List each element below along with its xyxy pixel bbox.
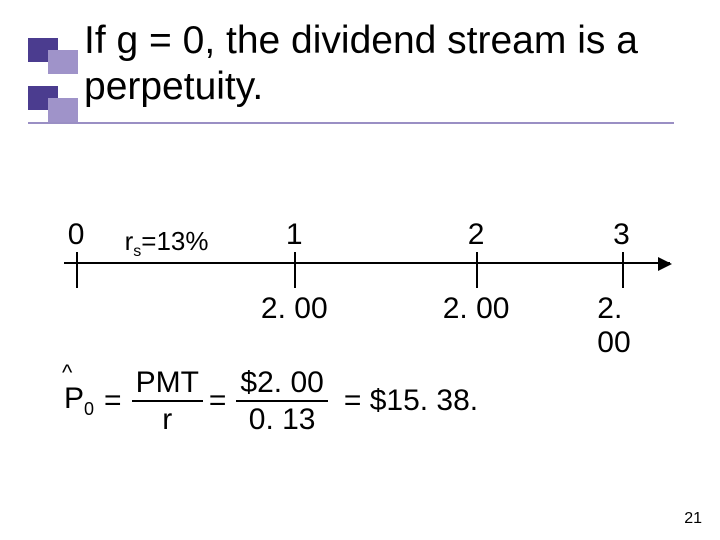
slide: If g = 0, the dividend stream is a perpe… — [0, 0, 720, 540]
timeline-tick — [622, 252, 624, 288]
fraction-numeric: $2. 00 0. 13 — [236, 367, 327, 436]
frac1-denominator: r — [158, 402, 176, 436]
timeline-tick-label: 2 — [468, 218, 485, 252]
page-number: 21 — [684, 510, 702, 528]
p-letter: P — [64, 382, 84, 415]
accent-bar — [48, 98, 78, 122]
equals-1: = — [104, 384, 122, 418]
frac2-numerator: $2. 00 — [236, 367, 327, 401]
timeline-tick — [476, 252, 478, 288]
fraction-pmt-over-r: PMT r — [132, 367, 203, 436]
discount-rate-label: rs=13% — [125, 226, 209, 261]
payment-value: 2. 00 — [597, 292, 645, 360]
hat-symbol: ^ — [62, 360, 72, 386]
accent-bar — [48, 50, 78, 74]
timeline: 0123rs=13% — [64, 224, 670, 288]
title-accent-marks — [28, 30, 80, 120]
timeline-tick — [294, 252, 296, 288]
frac2-denominator: 0. 13 — [245, 402, 320, 436]
payment-row: 2. 002. 002. 00 — [64, 292, 670, 332]
slide-title: If g = 0, the dividend stream is a perpe… — [84, 18, 674, 110]
payment-value: 2. 00 — [261, 292, 328, 326]
title-underline — [28, 122, 674, 124]
payment-value: 2. 00 — [443, 292, 510, 326]
p-subscript: 0 — [84, 399, 94, 419]
timeline-tick-label: 1 — [286, 218, 303, 252]
formula-result: = $15. 38. — [344, 384, 478, 418]
frac1-numerator: PMT — [132, 367, 203, 401]
title-container: If g = 0, the dividend stream is a perpe… — [84, 18, 674, 110]
timeline-tick — [76, 252, 78, 288]
timeline-axis — [64, 262, 670, 264]
perpetuity-formula: ^ P0 = PMT r = $2. 00 0. 13 = $15. 38. — [64, 366, 478, 446]
timeline-tick-label: 3 — [613, 218, 630, 252]
timeline-tick-label: 0 — [68, 218, 85, 252]
p0-symbol: ^ P0 — [64, 382, 94, 420]
equals-2: = — [209, 384, 227, 418]
